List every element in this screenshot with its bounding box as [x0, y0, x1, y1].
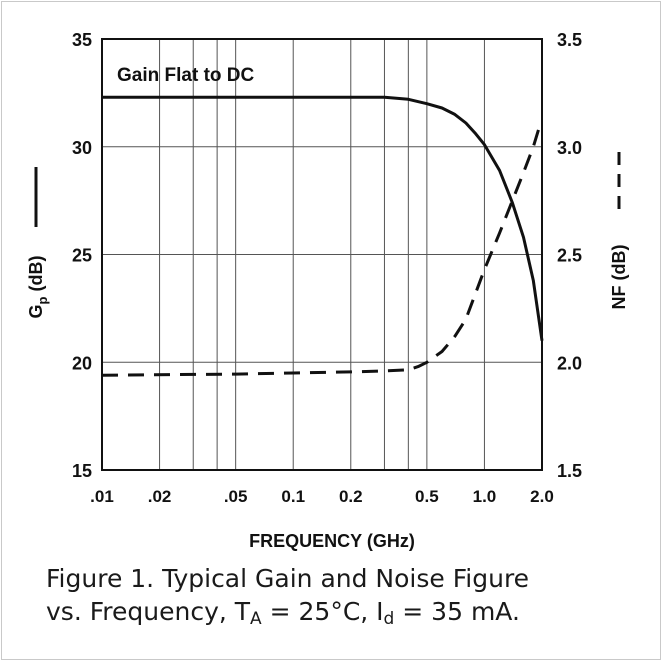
y-left-tick-label-3: 30 [72, 138, 92, 158]
x-tick-label-3: 0.1 [281, 487, 305, 506]
series-group [101, 95, 544, 377]
y-left-label-rest: (dB) [26, 256, 46, 297]
x-tick-label-1: .02 [148, 487, 172, 506]
x-tick-label-0: .01 [90, 487, 114, 506]
grid [101, 38, 543, 471]
y-left-tick-label-2: 25 [72, 246, 92, 266]
x-tick-label-6: 1.0 [473, 487, 497, 506]
y-right-tick-label-2: 2.5 [557, 246, 582, 266]
y-left-tick-label-1: 20 [72, 353, 92, 373]
noise-figure-line [101, 124, 542, 377]
x-tick-label-5: 0.5 [415, 487, 439, 506]
plot-border [101, 38, 543, 471]
y-right-tick-label-1: 2.0 [557, 353, 582, 373]
x-axis-label: FREQUENCY (GHz) [249, 531, 415, 551]
caption-sub-id: d [383, 609, 395, 629]
y-left-tick-label-4: 35 [72, 30, 92, 50]
y-left-label-sub: p [35, 296, 50, 304]
figure-caption: Figure 1. Typical Gain and Noise Figure … [46, 562, 656, 628]
caption-line2-suffix: = 35 mA. [394, 597, 520, 626]
caption-line2-prefix: vs. Frequency, T [46, 597, 251, 626]
y-right-label-text: NF (dB) [609, 245, 629, 310]
chart-annotation: Gain Flat to DC [117, 65, 255, 86]
x-tick-label-7: 2.0 [530, 487, 554, 506]
y-right-tick-label-0: 1.5 [557, 461, 582, 481]
gain-line [102, 95, 544, 341]
y-right-tick-label-3: 3.0 [557, 138, 582, 158]
caption-sub-ta: A [250, 609, 262, 629]
x-tick-label-4: 0.2 [339, 487, 363, 506]
y-axis-right-label: NF (dB) [609, 245, 629, 310]
tick-labels: .01.02.05 0.1 0.2 0.5 1.0 2.015202530351.52.0… [72, 30, 582, 506]
caption-line2-mid: = 25°C, I [261, 597, 384, 626]
svg-text:Gp (dB): Gp (dB) [26, 256, 50, 319]
y-axis-left-label: Gp (dB) [26, 256, 50, 319]
gain-noise-chart: .01.02.05 0.1 0.2 0.5 1.0 2.015202530351.52.0… [26, 30, 629, 551]
y-right-tick-label-4: 3.5 [557, 30, 582, 50]
caption-line-1: Figure 1. Typical Gain and Noise Figure [46, 564, 530, 593]
caption-line-2: vs. Frequency, TA = 25°C, Id = 35 mA. [46, 595, 656, 628]
y-left-label-main: G [26, 304, 46, 318]
x-tick-label-2: .05 [224, 487, 248, 506]
y-left-tick-label-0: 15 [72, 461, 92, 481]
